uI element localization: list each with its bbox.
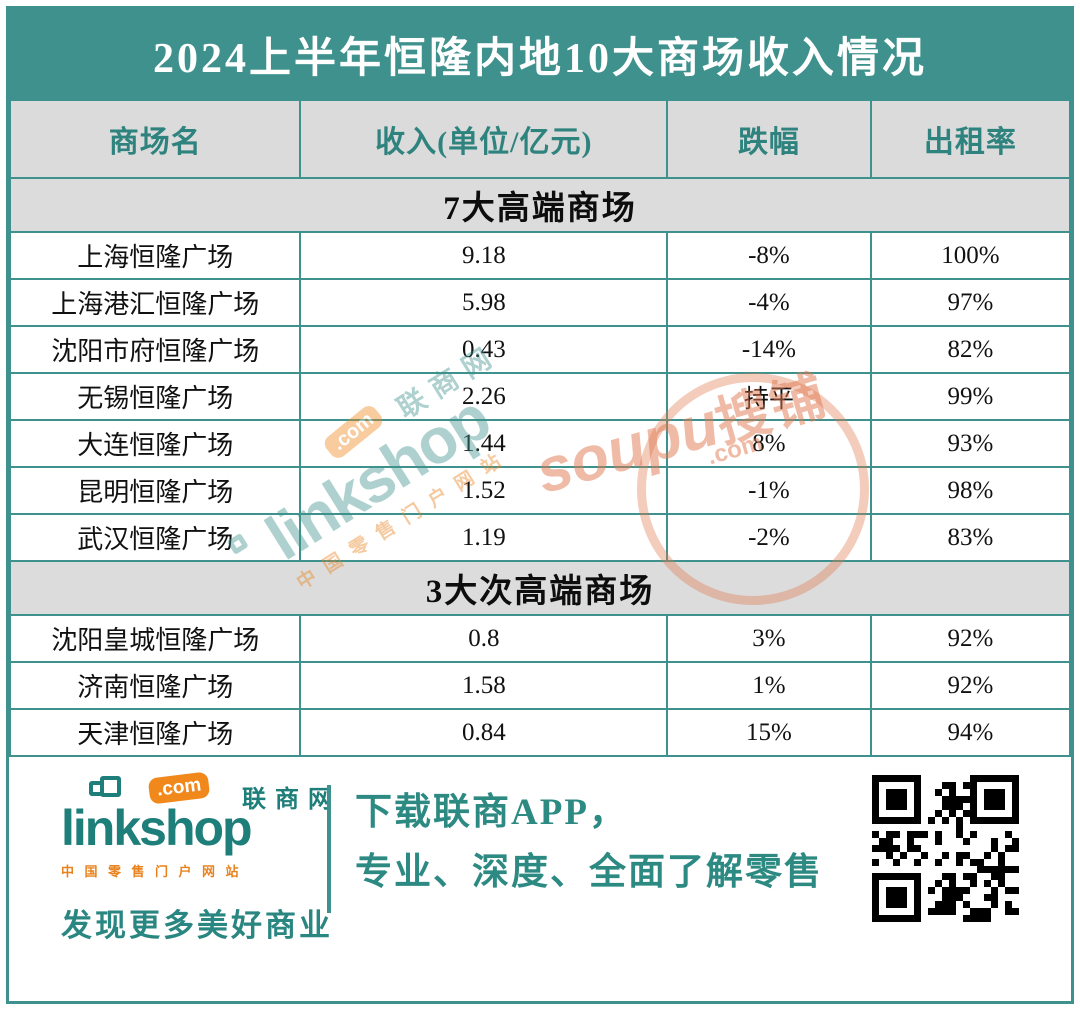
- mall-revenue: 1.19: [299, 513, 669, 562]
- mall-revenue: 9.18: [299, 231, 669, 280]
- mall-change: -4%: [666, 278, 872, 327]
- mall-occupancy: 92%: [869, 614, 1072, 663]
- mall-change: 15%: [666, 708, 872, 757]
- mall-name: 上海港汇恒隆广场: [8, 278, 302, 327]
- section-header-row: 7大高端商场: [9, 177, 1071, 233]
- logo-wordmark: linkshop: [61, 800, 253, 856]
- table-row: 上海港汇恒隆广场 5.98 -4% 97%: [8, 278, 1072, 327]
- mall-occupancy: 93%: [869, 419, 1072, 468]
- mall-occupancy: 83%: [869, 513, 1072, 562]
- logo-tagline: 中国零售门户网站: [61, 864, 250, 879]
- section-header-row: 3大次高端商场: [9, 560, 1071, 616]
- mall-occupancy: 82%: [869, 325, 1072, 374]
- qr-code: [872, 775, 1019, 922]
- col-header-revenue: 收入(单位/亿元): [299, 99, 669, 179]
- table-row: 沈阳市府恒隆广场 0.43 -14% 82%: [8, 325, 1072, 374]
- logo-slogan: 发现更多美好商业: [61, 908, 333, 943]
- footer-divider: [327, 785, 331, 913]
- mall-name: 沈阳皇城恒隆广场: [8, 614, 302, 663]
- col-header-change: 跌幅: [666, 99, 872, 179]
- mall-change: -14%: [666, 325, 872, 374]
- mall-revenue: 0.8: [299, 614, 669, 663]
- mall-occupancy: 92%: [869, 661, 1072, 710]
- mall-revenue: 0.84: [299, 708, 669, 757]
- col-header-occupancy: 出租率: [869, 99, 1072, 179]
- mall-change: -8%: [666, 231, 872, 280]
- mall-change: 8%: [666, 419, 872, 468]
- mall-name: 无锡恒隆广场: [8, 372, 302, 421]
- mall-name: 上海恒隆广场: [8, 231, 302, 280]
- mall-revenue: 2.26: [299, 372, 669, 421]
- mall-name: 济南恒隆广场: [8, 661, 302, 710]
- table-row: 武汉恒隆广场 1.19 -2% 83%: [8, 513, 1072, 562]
- mall-occupancy: 98%: [869, 466, 1072, 515]
- infographic-frame: 2024上半年恒隆内地10大商场收入情况 商场名 收入(单位/亿元) 跌幅 出租…: [6, 6, 1074, 1004]
- col-header-mall: 商场名: [8, 99, 302, 179]
- promo-text: 下载联商APP， 专业、深度、全面了解零售: [355, 783, 823, 903]
- section-label: 7大高端商场: [9, 177, 1071, 233]
- table-row: 天津恒隆广场 0.84 15% 94%: [8, 708, 1072, 757]
- table-row: 沈阳皇城恒隆广场 0.8 3% 92%: [8, 614, 1072, 663]
- mall-occupancy: 99%: [869, 372, 1072, 421]
- footer: linkshop .com 联商网 中国零售门户网站 发现更多美好商业 下载联商…: [9, 757, 1071, 1001]
- mall-occupancy: 94%: [869, 708, 1072, 757]
- mall-name: 昆明恒隆广场: [8, 466, 302, 515]
- logo-cn-name: 联商网: [242, 786, 341, 813]
- table-row: 大连恒隆广场 1.44 8% 93%: [8, 419, 1072, 468]
- mall-occupancy: 97%: [869, 278, 1072, 327]
- mall-change: 持平: [666, 372, 872, 421]
- mall-occupancy: 100%: [869, 231, 1072, 280]
- table-row: 上海恒隆广场 9.18 -8% 100%: [8, 231, 1072, 280]
- logo-squares-icon: [89, 776, 121, 797]
- table-row: 昆明恒隆广场 1.52 -1% 98%: [8, 466, 1072, 515]
- mall-name: 武汉恒隆广场: [8, 513, 302, 562]
- revenue-table: 商场名 收入(单位/亿元) 跌幅 出租率 7大高端商场 上海恒隆广场 9.18 …: [8, 99, 1072, 757]
- mall-revenue: 1.52: [299, 466, 669, 515]
- table-row: 济南恒隆广场 1.58 1% 92%: [8, 661, 1072, 710]
- promo-line-1: 下载联商APP，: [355, 792, 628, 833]
- mall-change: 3%: [666, 614, 872, 663]
- mall-revenue: 1.58: [299, 661, 669, 710]
- mall-change: -2%: [666, 513, 872, 562]
- mall-name: 大连恒隆广场: [8, 419, 302, 468]
- section-label: 3大次高端商场: [9, 560, 1071, 616]
- table-row: 无锡恒隆广场 2.26 持平 99%: [8, 372, 1072, 421]
- linkshop-logo: linkshop .com 联商网 中国零售门户网站 发现更多美好商业: [61, 771, 341, 945]
- mall-revenue: 1.44: [299, 419, 669, 468]
- mall-name: 沈阳市府恒隆广场: [8, 325, 302, 374]
- mall-change: 1%: [666, 661, 872, 710]
- table-header-row: 商场名 收入(单位/亿元) 跌幅 出租率: [8, 99, 1072, 179]
- mall-name: 天津恒隆广场: [8, 708, 302, 757]
- mall-revenue: 5.98: [299, 278, 669, 327]
- page-title: 2024上半年恒隆内地10大商场收入情况: [9, 9, 1071, 99]
- mall-change: -1%: [666, 466, 872, 515]
- promo-line-2: 专业、深度、全面了解零售: [355, 851, 823, 893]
- mall-revenue: 0.43: [299, 325, 669, 374]
